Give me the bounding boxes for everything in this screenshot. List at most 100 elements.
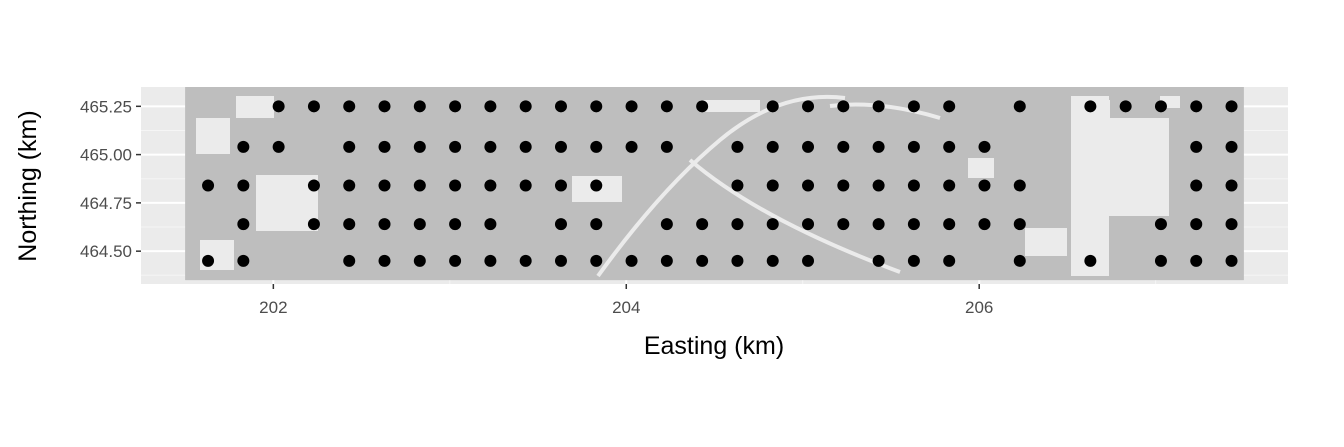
data-point [1225,100,1238,113]
data-point [590,179,603,192]
data-point [343,218,356,231]
data-point [590,100,603,113]
data-point [660,140,673,153]
data-point [413,179,426,192]
data-point [696,100,709,113]
data-point [378,254,391,267]
data-point [202,254,215,267]
data-point [1013,218,1026,231]
data-point [1154,254,1167,267]
data-point [1013,179,1026,192]
data-point [307,100,320,113]
raster-gap [256,175,318,231]
data-point [731,140,744,153]
data-point [766,140,779,153]
data-point [307,179,320,192]
raster-gap [700,100,760,112]
x-axis: 202 204 206 [259,284,993,317]
data-point [554,179,567,192]
raster-gap [196,118,230,154]
raster-gap [236,96,274,118]
data-point [237,254,250,267]
data-point [766,179,779,192]
data-point [237,179,250,192]
data-point [837,140,850,153]
data-point [1013,100,1026,113]
data-point [378,140,391,153]
data-point [1225,140,1238,153]
data-point [449,218,462,231]
data-point [1190,100,1203,113]
data-point [484,254,497,267]
data-point [554,218,567,231]
data-point [766,254,779,267]
y-axis: 464.50 464.75 465.00 465.25 [80,97,141,261]
data-point [449,100,462,113]
data-point [378,179,391,192]
data-point [413,100,426,113]
data-point [519,179,532,192]
data-point [625,140,638,153]
data-point [1084,254,1097,267]
data-point [943,100,956,113]
data-point [802,218,815,231]
data-point [449,140,462,153]
data-point [802,100,815,113]
data-point [696,218,709,231]
data-point [413,140,426,153]
raster-gap [1025,228,1067,256]
data-point [766,100,779,113]
data-point [731,218,744,231]
data-point [1190,254,1203,267]
data-point [1190,218,1203,231]
data-point [660,218,673,231]
data-point [554,100,567,113]
data-point [978,179,991,192]
data-point [307,218,320,231]
data-point [484,140,497,153]
x-tick-label: 204 [612,298,640,317]
data-point [202,179,215,192]
data-point [590,140,603,153]
data-point [943,179,956,192]
data-point [872,179,885,192]
data-point [837,100,850,113]
data-point [907,179,920,192]
data-point [1154,100,1167,113]
data-point [413,254,426,267]
data-point [943,254,956,267]
data-point [660,254,673,267]
data-point [625,100,638,113]
data-point [872,254,885,267]
data-point [802,179,815,192]
y-tick-label: 465.00 [80,146,132,165]
data-point [660,100,673,113]
data-point [1084,100,1097,113]
y-tick-label: 464.50 [80,242,132,261]
data-point [625,254,638,267]
data-point [1190,179,1203,192]
data-point [519,140,532,153]
data-point [943,218,956,231]
data-point [343,140,356,153]
land-cover-raster [185,87,1244,281]
data-point [413,218,426,231]
data-point [907,140,920,153]
data-point [978,218,991,231]
y-tick-label: 464.75 [80,194,132,213]
data-point [1119,100,1132,113]
data-point [907,100,920,113]
data-point [872,100,885,113]
data-point [907,254,920,267]
data-point [554,140,567,153]
data-point [1225,218,1238,231]
data-point [484,218,497,231]
data-point [449,254,462,267]
data-point [696,254,709,267]
data-point [731,179,744,192]
data-point [872,140,885,153]
data-point [343,254,356,267]
x-tick-label: 202 [259,298,287,317]
data-point [237,218,250,231]
